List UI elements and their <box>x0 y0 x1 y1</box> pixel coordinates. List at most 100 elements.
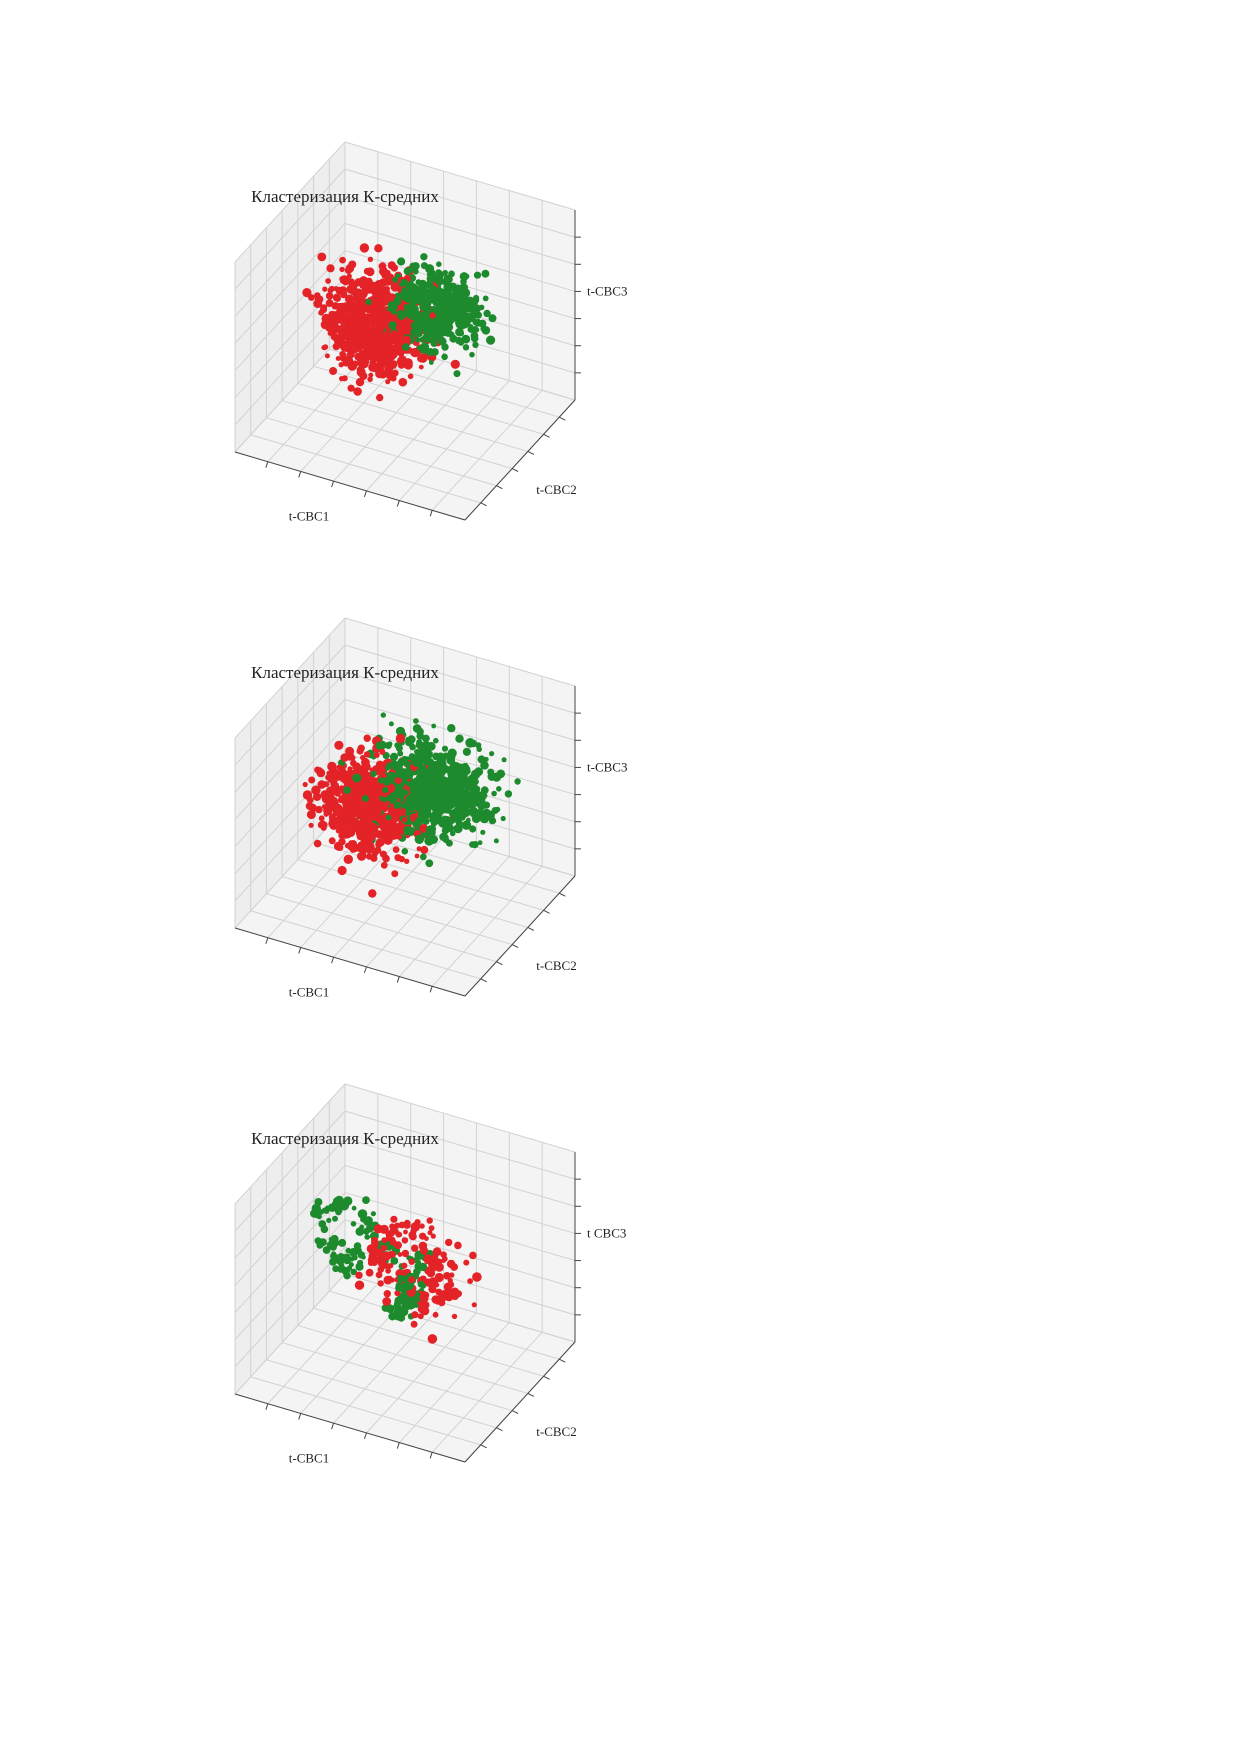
data-point-series-1 <box>308 776 316 784</box>
data-point-series-2 <box>402 826 413 836</box>
data-point-series-1 <box>314 292 321 299</box>
data-point-series-2 <box>514 778 521 785</box>
data-point-series-2 <box>410 322 419 330</box>
y-axis-label: t-CBC2 <box>536 958 576 973</box>
data-point-series-1 <box>350 755 356 761</box>
x-axis-label: t-CBC1 <box>289 508 329 523</box>
data-point-series-2 <box>450 290 459 299</box>
y-tick <box>527 1392 535 1397</box>
data-point-series-2 <box>385 765 391 771</box>
data-point-series-1 <box>381 319 387 325</box>
data-point-series-1 <box>335 356 341 361</box>
data-point-series-1 <box>379 1260 387 1268</box>
chart-title: Кластеризация К-средних <box>251 187 439 206</box>
data-point-series-2 <box>447 778 453 784</box>
data-point-series-1 <box>432 1260 441 1268</box>
data-point-series-1 <box>333 314 344 324</box>
data-point-series-1 <box>356 325 365 334</box>
data-point-series-2 <box>429 288 437 295</box>
data-point-series-2 <box>318 1220 327 1228</box>
grid-line <box>234 726 346 847</box>
data-point-series-2 <box>443 285 449 291</box>
grid-line <box>431 865 543 987</box>
data-point-series-1 <box>403 360 413 370</box>
data-point-series-1 <box>403 1229 408 1235</box>
data-point-series-1 <box>348 802 358 811</box>
data-point-series-1 <box>317 767 323 773</box>
data-point-series-1 <box>367 822 376 831</box>
data-point-series-2 <box>394 793 400 798</box>
data-point-series-2 <box>431 723 437 729</box>
grid-line <box>344 141 576 211</box>
data-point-series-1 <box>404 858 410 864</box>
data-point-series-2 <box>419 853 427 861</box>
data-point-series-1 <box>395 733 406 744</box>
data-point-series-2 <box>438 783 444 789</box>
data-point-series-2 <box>314 1198 323 1206</box>
data-point-series-1 <box>417 1313 424 1320</box>
data-point-series-2 <box>462 344 470 351</box>
grid-line <box>234 644 346 766</box>
data-point-series-1 <box>367 256 374 262</box>
data-point-series-2 <box>429 815 437 824</box>
data-point-series-2 <box>458 788 468 798</box>
y-axis-label: t-CBC2 <box>536 482 576 497</box>
data-point-series-2 <box>348 1262 354 1268</box>
data-point-series-2 <box>478 755 485 763</box>
data-point-series-1 <box>353 281 360 288</box>
data-point-series-1 <box>380 830 386 835</box>
data-point-series-1 <box>398 855 405 863</box>
grid-line <box>234 1110 346 1232</box>
data-point-series-2 <box>332 1215 338 1222</box>
data-point-series-2 <box>420 1283 427 1289</box>
data-point-series-1 <box>360 754 366 761</box>
data-point-series-2 <box>328 1203 337 1212</box>
x-tick <box>331 956 335 964</box>
data-point-series-1 <box>302 288 312 298</box>
data-point-series-1 <box>420 845 429 854</box>
data-point-series-2 <box>421 810 430 820</box>
data-point-series-1 <box>410 1320 418 1328</box>
data-point-series-2 <box>426 271 433 278</box>
data-point-series-1 <box>432 1311 439 1318</box>
data-point-series-1 <box>361 815 367 821</box>
data-point-series-1 <box>355 291 365 301</box>
data-point-series-1 <box>447 1281 455 1288</box>
data-point-series-2 <box>408 1301 415 1308</box>
data-point-series-1 <box>340 323 348 332</box>
data-point-series-1 <box>336 302 345 311</box>
data-point-series-2 <box>482 295 489 302</box>
data-point-series-1 <box>346 273 352 279</box>
data-point-series-2 <box>338 1197 345 1204</box>
data-point-series-2 <box>410 304 419 314</box>
data-point-series-1 <box>373 785 380 791</box>
data-point-series-2 <box>426 335 435 343</box>
data-point-series-1 <box>328 285 335 292</box>
data-point-series-2 <box>462 747 471 756</box>
data-point-series-2 <box>448 270 455 278</box>
data-point-series-2 <box>496 769 506 779</box>
data-point-series-1 <box>375 1271 383 1279</box>
data-point-series-1 <box>427 1230 433 1236</box>
data-point-series-2 <box>380 712 386 718</box>
data-point-series-1 <box>388 313 398 324</box>
y-tick <box>543 433 550 438</box>
data-point-series-2 <box>489 751 495 757</box>
data-point-series-2 <box>395 1285 402 1292</box>
data-point-series-2 <box>363 1216 373 1226</box>
data-point-series-2 <box>473 810 480 817</box>
x-tick <box>363 966 367 974</box>
data-point-series-1 <box>379 748 386 755</box>
data-point-series-2 <box>447 301 456 309</box>
x-tick <box>363 1432 367 1440</box>
z-axis-label: t CBC3 <box>587 1226 626 1241</box>
data-point-series-2 <box>442 784 451 793</box>
data-point-series-2 <box>387 741 393 747</box>
data-point-series-1 <box>381 851 387 857</box>
data-point-series-2 <box>390 1257 399 1265</box>
data-point-series-1 <box>350 782 356 788</box>
data-point-series-1 <box>424 1258 431 1265</box>
data-point-series-1 <box>426 1217 433 1224</box>
y-tick <box>527 926 535 931</box>
data-point-series-2 <box>397 1276 405 1284</box>
